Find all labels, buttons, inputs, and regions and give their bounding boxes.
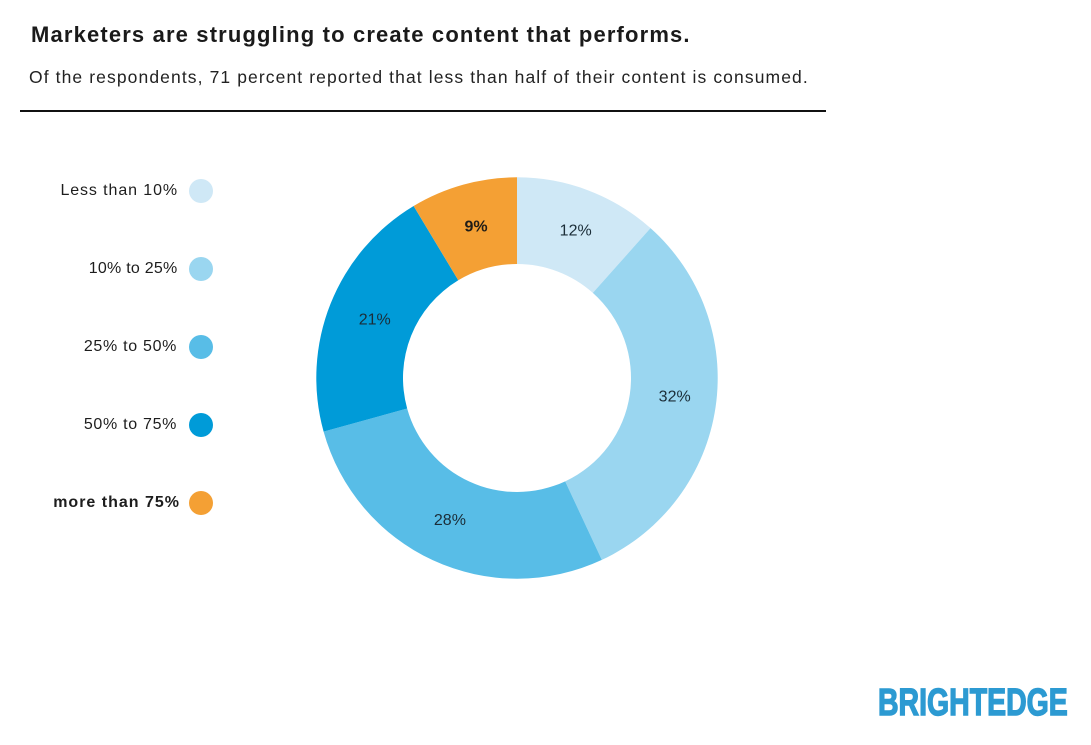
svg-text:28%: 28%: [434, 512, 466, 529]
svg-text:32%: 32%: [659, 389, 691, 406]
svg-text:21%: 21%: [359, 312, 391, 329]
svg-text:12%: 12%: [560, 223, 592, 240]
svg-text:9%: 9%: [465, 219, 488, 236]
